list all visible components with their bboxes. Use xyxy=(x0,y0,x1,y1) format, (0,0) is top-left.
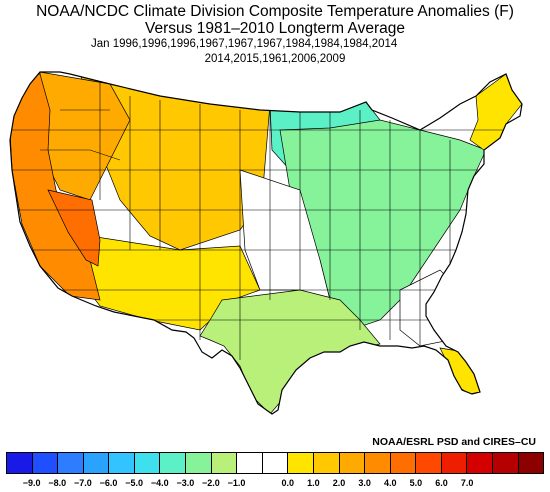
map-title: NOAA/NCDC Climate Division Composite Tem… xyxy=(36,3,514,20)
legend-tick-label: −4.0 xyxy=(150,478,169,488)
legend-swatch xyxy=(288,453,314,473)
composite-years-line1: Jan 1996,1996,1996,1967,1967,1967,1984,1… xyxy=(91,38,398,50)
legend-tick-label: −3.0 xyxy=(176,478,195,488)
legend-tick-label: −6.0 xyxy=(99,478,118,488)
legend-swatch xyxy=(416,453,442,473)
map-subtitle: Versus 1981–2010 Longterm Average xyxy=(145,20,405,37)
composite-years-line2: 2014,2015,1961,2006,2009 xyxy=(204,53,346,65)
us-outline xyxy=(9,71,523,415)
legend-swatch xyxy=(32,453,59,473)
legend-tick-label: 3.0 xyxy=(358,478,371,488)
legend-swatch xyxy=(492,453,519,473)
legend-swatch xyxy=(58,453,84,473)
legend-swatch xyxy=(467,453,493,473)
northeast-warm-region xyxy=(469,73,522,151)
legend-swatch xyxy=(6,453,33,473)
legend-tick-label: −7.0 xyxy=(73,478,92,488)
legend-tick-label: 0.0 xyxy=(281,478,295,488)
legend-tick-label: −1.0 xyxy=(227,478,246,488)
legend-swatch xyxy=(339,453,366,473)
legend-tick-label: −2.0 xyxy=(202,478,220,488)
credit-label: NOAA/ESRL PSD and CIRES–CU xyxy=(372,436,536,448)
legend-swatch xyxy=(390,453,417,473)
legend-tick-label: 2.0 xyxy=(332,478,346,488)
legend-swatch xyxy=(186,453,212,473)
nevada-region xyxy=(47,189,101,267)
legend-tick-label: 6.0 xyxy=(435,478,448,488)
legend-swatch xyxy=(518,453,545,473)
legend-swatch xyxy=(262,453,289,473)
legend-tick-label: −8.0 xyxy=(48,478,67,488)
legend-swatch xyxy=(109,453,135,473)
legend-swatch xyxy=(211,453,238,473)
legend-tick-label: 4.0 xyxy=(384,478,397,488)
legend-swatch xyxy=(160,453,187,473)
division-boundaries xyxy=(10,72,520,360)
legend-swatch xyxy=(237,453,263,473)
legend-swatch xyxy=(313,453,340,473)
legend-tick-label: −5.0 xyxy=(125,478,143,488)
legend-tick-label: 1.0 xyxy=(307,478,320,488)
legend-swatch xyxy=(83,453,110,473)
color-scale-ticks: −9.0 −8.0 −7.0 −6.0 −5.0 −4.0 −3.0 −2.0 −1.0 0.0 1… xyxy=(6,478,544,490)
legend-tick-label: 5.0 xyxy=(409,478,423,488)
legend-swatch xyxy=(134,453,161,473)
color-scale-bar xyxy=(6,452,545,474)
legend-tick-label: 7.0 xyxy=(460,478,474,488)
legend-swatch xyxy=(441,453,468,473)
legend-tick-label: −9.0 xyxy=(22,478,41,488)
legend-swatch xyxy=(365,453,391,473)
